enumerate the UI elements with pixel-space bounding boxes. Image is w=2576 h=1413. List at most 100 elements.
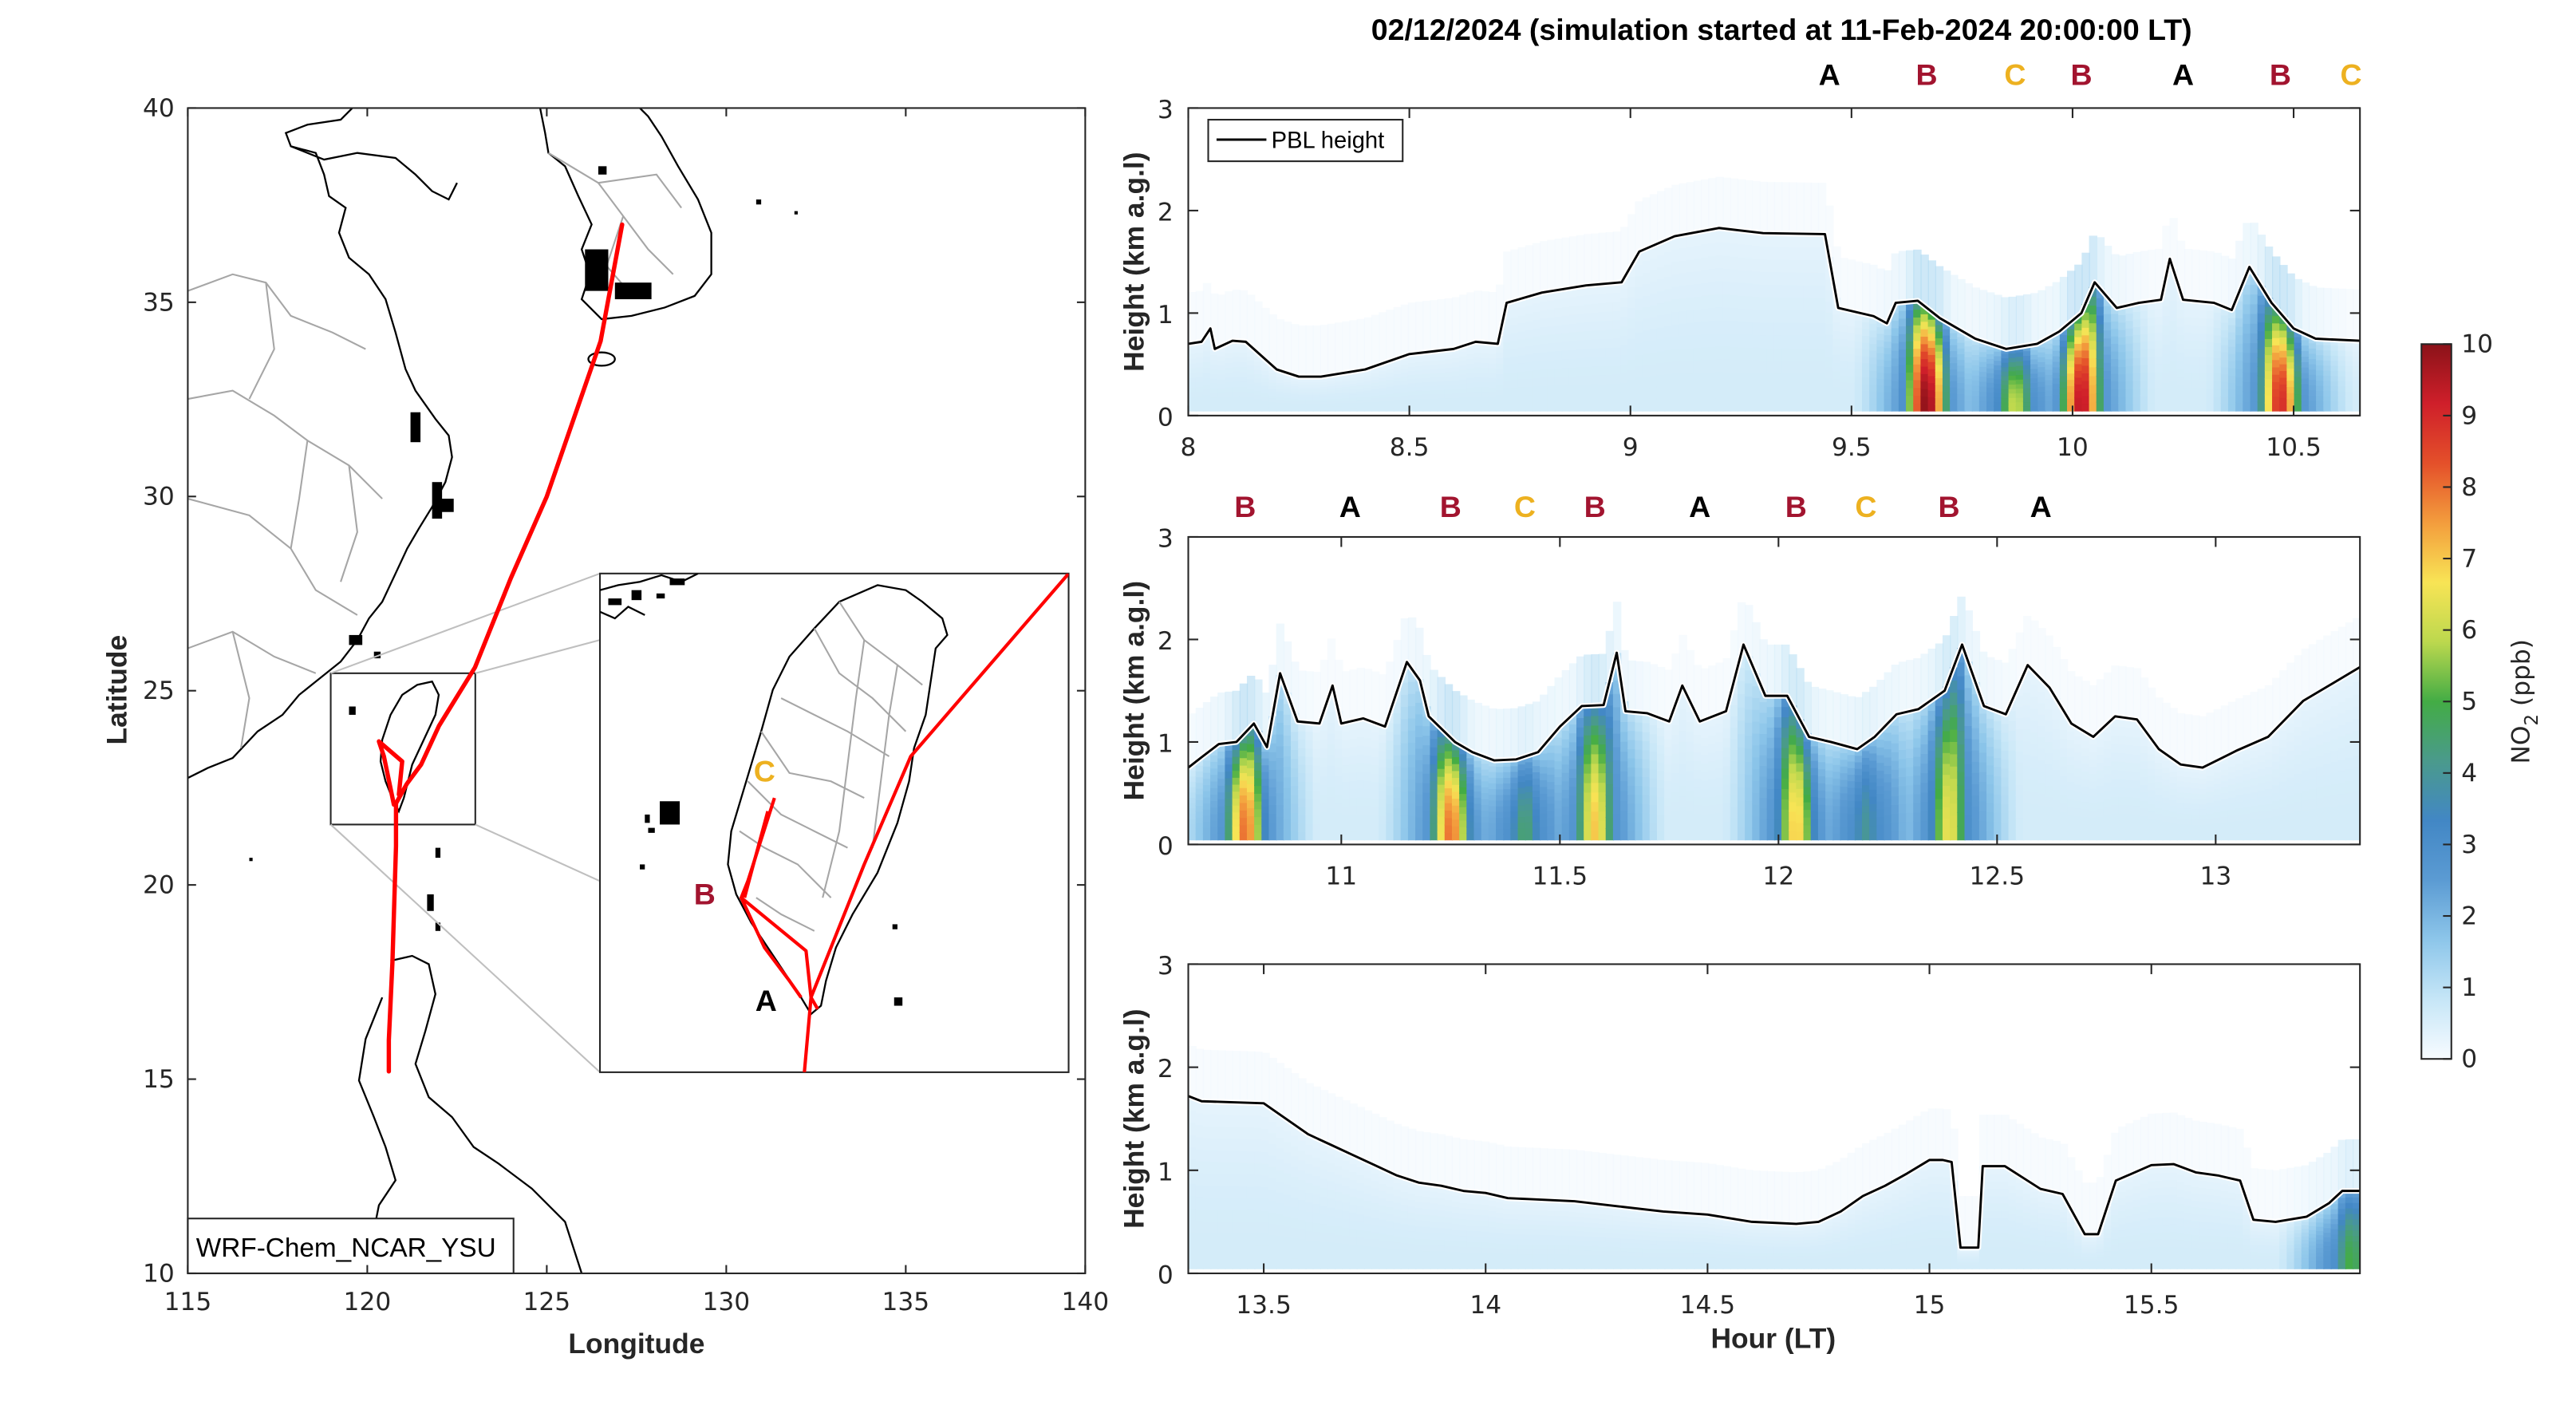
heat-cell — [1459, 364, 1468, 370]
heat-cell — [1869, 369, 1878, 378]
heat-cell — [1957, 689, 1966, 704]
heat-cell — [1840, 832, 1848, 841]
heat-cell — [1612, 383, 1622, 393]
heat-cell — [1810, 397, 1820, 412]
heat-cell — [1832, 345, 1841, 355]
heat-cell — [1913, 324, 1922, 334]
heat-cell — [2235, 819, 2244, 828]
heat-cell — [2308, 829, 2318, 841]
heat-cell — [1854, 768, 1864, 776]
heat-haze — [1342, 321, 1351, 373]
heat-cell — [2067, 322, 2076, 330]
heat-cell — [1481, 405, 1490, 412]
heat-cell — [1459, 772, 1468, 781]
heat-cell — [1920, 781, 1929, 793]
heat-cell — [1978, 829, 1988, 841]
heat-cell — [1612, 291, 1622, 302]
heat-cell — [2008, 405, 2018, 412]
heat-cell — [2279, 797, 2288, 807]
heat-cell — [1737, 320, 1746, 335]
heat-cell — [1327, 775, 1336, 787]
heat-cell — [1950, 362, 1959, 369]
heat-cell — [1832, 819, 1841, 827]
heat-cell — [2045, 389, 2053, 397]
heat-cell — [2345, 340, 2354, 346]
inset-connector-bottom-left — [329, 823, 601, 1073]
heat-cell — [1488, 386, 1497, 393]
heat-cell — [1363, 822, 1373, 832]
heat-cell — [2301, 377, 2310, 385]
heat-cell — [2074, 356, 2083, 365]
xtick-label: 10 — [2057, 433, 2089, 462]
heat-cell — [2176, 807, 2186, 814]
heat-cell — [1320, 405, 1329, 409]
heat-cell — [2022, 679, 2032, 693]
heat-cell — [2118, 322, 2127, 330]
heat-haze — [1327, 638, 1336, 690]
heat-cell — [2162, 391, 2171, 402]
heat-cell — [1305, 789, 1314, 799]
heat-cell — [1737, 680, 1746, 695]
heat-cell — [1568, 741, 1578, 752]
heat-cell — [1356, 727, 1366, 738]
heat-cell — [1276, 381, 1285, 386]
heat-cell — [2213, 766, 2223, 773]
heat-cell — [1773, 283, 1783, 298]
heat-cell — [2096, 366, 2105, 377]
heat-cell — [2030, 767, 2039, 781]
heat-cell — [1298, 788, 1307, 799]
heat-cell — [2323, 354, 2332, 361]
heat-cell — [1701, 294, 1710, 309]
heat-cell — [2030, 391, 2039, 397]
heat-cell — [1964, 383, 1973, 390]
heat-cell — [1525, 304, 1534, 314]
heat-cell — [2103, 329, 2112, 339]
heat-cell — [1422, 716, 1431, 727]
heat-cell — [2176, 317, 2186, 327]
heat-cell — [2330, 682, 2339, 695]
heat-cell — [1766, 768, 1776, 780]
heat-cell — [2323, 795, 2332, 808]
heat-cell — [1554, 349, 1563, 360]
heat-haze — [1466, 699, 1475, 752]
heat-cell — [1927, 368, 1937, 377]
heat-cell — [1722, 709, 1732, 720]
heat-cell — [1254, 385, 1263, 391]
heat-cell — [2227, 345, 2237, 354]
heat-cell — [1745, 385, 1753, 399]
heat-cell — [2015, 356, 2025, 361]
heat-cell — [1817, 334, 1827, 349]
heat-cell — [2264, 758, 2274, 768]
heat-cell — [2330, 693, 2339, 706]
heat-cell — [1876, 762, 1885, 771]
heat-cell — [1656, 242, 1666, 255]
heat-cell — [1847, 339, 1856, 348]
heat-cell — [1810, 817, 1820, 827]
heat-cell — [1568, 821, 1578, 832]
heat-cell — [1971, 716, 1981, 728]
heat-cell — [1407, 778, 1417, 792]
heat-cell — [1942, 784, 1951, 797]
heat-cell — [1906, 309, 1915, 318]
heat-cell — [2155, 331, 2164, 341]
heat-cell — [1891, 349, 1900, 359]
heat-cell — [2030, 695, 2039, 709]
heat-cell — [1906, 325, 1915, 334]
heat-cell — [2199, 787, 2207, 795]
heat-cell — [1371, 404, 1380, 409]
heat-cell — [1430, 406, 1438, 412]
heat-cell — [1525, 329, 1534, 338]
heat-cell — [1854, 800, 1864, 808]
heat-cell — [1950, 386, 1959, 394]
heat-cell — [1745, 282, 1753, 297]
heat-haze — [1488, 708, 1497, 760]
heat-haze — [1986, 292, 1995, 344]
heat-cell — [1320, 793, 1329, 804]
heat-cell — [2096, 314, 2105, 325]
heat-cell — [1854, 403, 1864, 412]
heat-cell — [1335, 793, 1343, 804]
heat-haze — [1356, 667, 1366, 720]
heat-cell — [2125, 357, 2134, 367]
heat-cell — [1379, 831, 1387, 841]
